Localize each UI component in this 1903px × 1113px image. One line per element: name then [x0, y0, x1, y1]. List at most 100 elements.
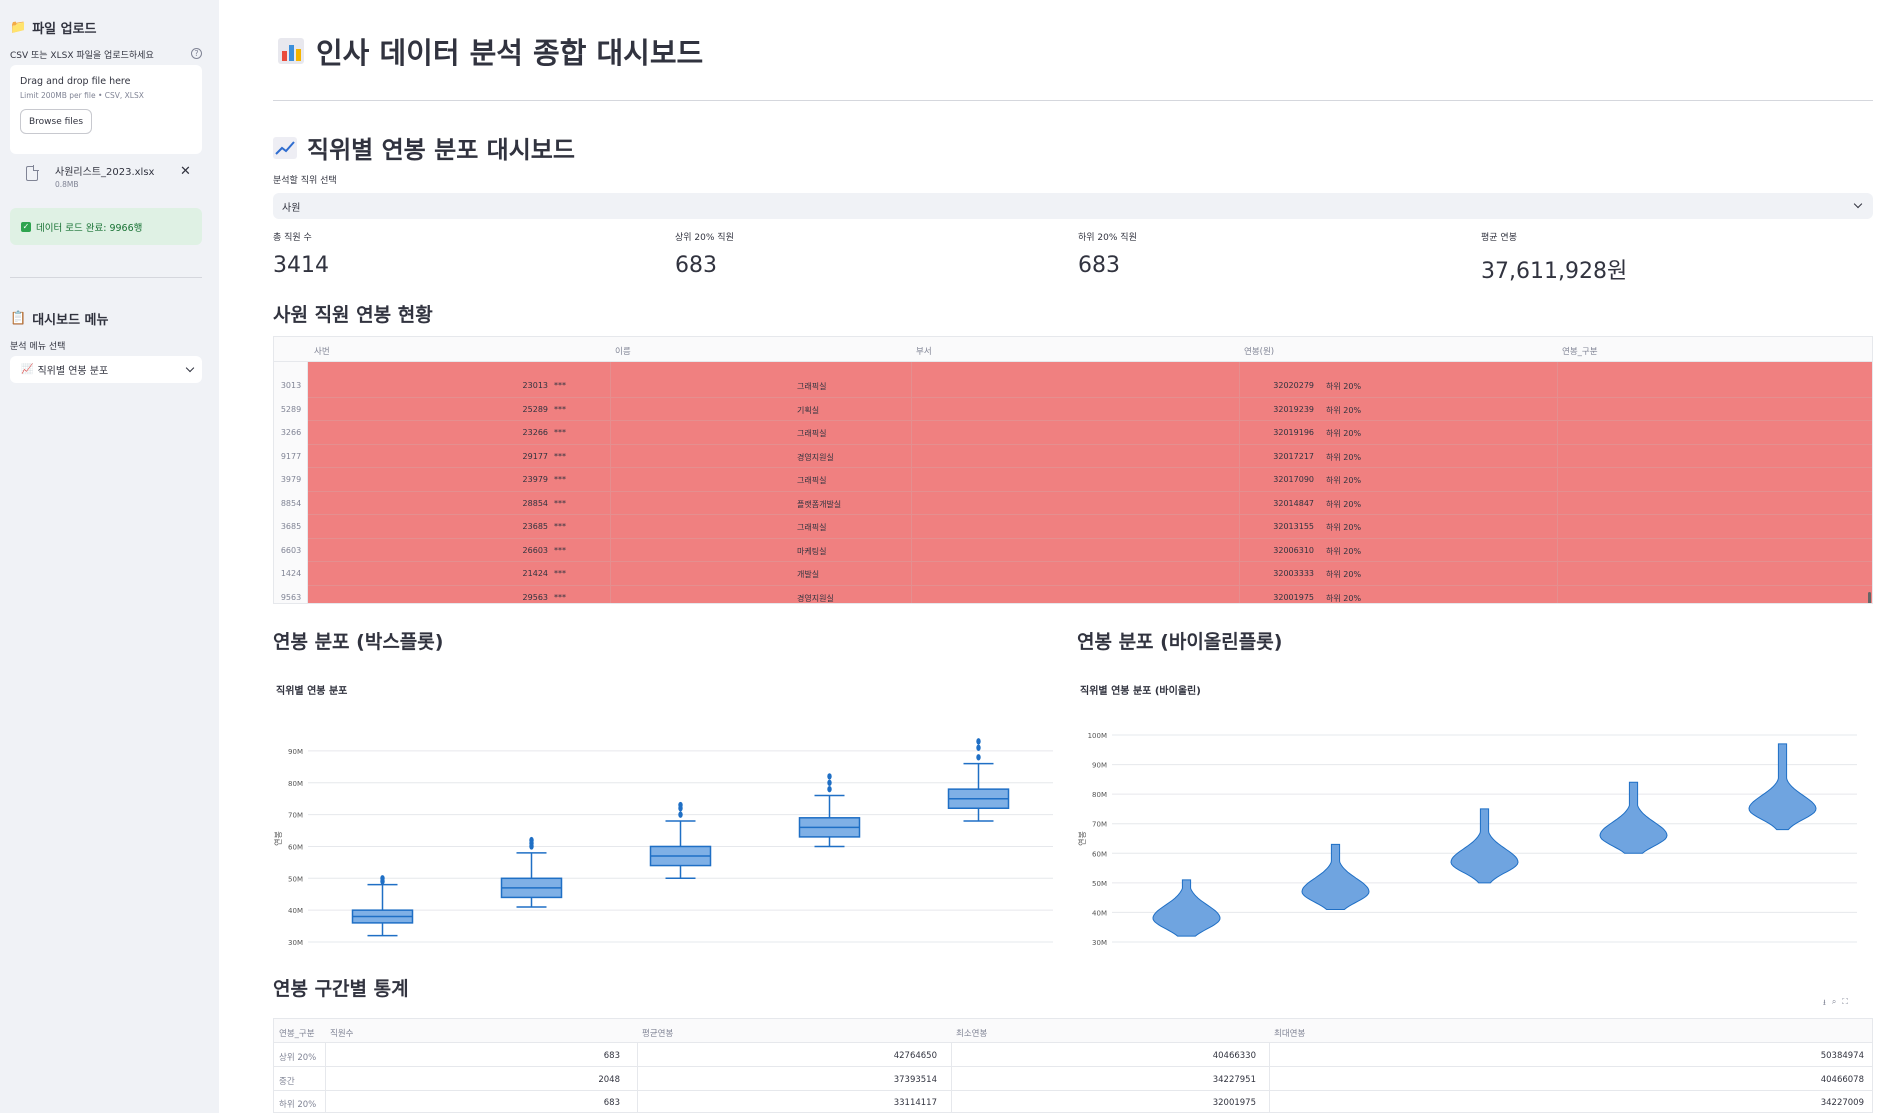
column-header[interactable]: 최대연봉	[1274, 1029, 1306, 1039]
menu-select[interactable]: 📈 직위별 연봉 분포	[10, 356, 202, 383]
cell-dept: 플랫폼개발실	[797, 499, 842, 509]
cell-group: 하위 20%	[1326, 382, 1362, 391]
column-header[interactable]: 연봉_구분	[279, 1029, 315, 1039]
chart-icon: 📈	[21, 364, 34, 375]
check-icon: ✓	[21, 221, 31, 232]
column-divider	[1557, 362, 1558, 603]
table-row[interactable]: 8854 28854 *** 플랫폼개발실 32014847 하위 20%	[274, 492, 1872, 515]
stats-header: 연봉_구분 직원수 평균연봉 최소연봉 최대연봉	[274, 1019, 1872, 1043]
scrollbar[interactable]	[1868, 592, 1871, 603]
download-icon[interactable]: ⭳	[1823, 998, 1826, 1007]
upload-header-text: 파일 업로드	[32, 22, 97, 37]
cell-id: 26603	[522, 545, 548, 555]
fullscreen-icon[interactable]: ⛶	[1842, 997, 1848, 1006]
table-row[interactable]: 9563 29563 *** 경영지원실 32001975 하위 20%	[274, 586, 1872, 604]
column-header[interactable]: 연봉_구분	[1562, 347, 1598, 357]
metric-label: 상위 20% 직원	[675, 233, 734, 243]
table-row[interactable]: 9177 29177 *** 경영지원실 32017217 하위 20%	[274, 445, 1872, 468]
column-header[interactable]: 연봉(원)	[1244, 347, 1275, 357]
cell-salary: 32020279	[1273, 381, 1314, 390]
menu-header-text: 대시보드 메뉴	[32, 313, 109, 328]
section-title: 직위별 연봉 분포 대시보드	[273, 130, 575, 165]
metric-value: 683	[675, 253, 717, 278]
y-tick-label: 60M	[288, 843, 303, 851]
stats-title: 연봉 구간별 통계	[273, 978, 409, 1000]
violin-chart-svg: 30M40M50M60M70M80M90M100M사원대리과장차장부장직위연봉	[1078, 732, 1857, 974]
cell-group: 하위 20%	[1326, 570, 1362, 579]
salary-table[interactable]: 사번 이름 부서 연봉(원) 연봉_구분 3013 23013 *** 그래픽실 320…	[273, 336, 1873, 604]
row-index: 8854	[280, 498, 302, 508]
divider	[273, 100, 1873, 101]
table-row[interactable]: 1424 21424 *** 개발실 32003333 하위 20%	[274, 562, 1872, 586]
outlier-point	[529, 836, 534, 844]
cell-group: 하위 20%	[1326, 593, 1362, 603]
metric-avg-salary: 평균 연봉 37,611,928원	[1481, 230, 1627, 285]
outlier-point	[976, 744, 981, 751]
row-index: 9563	[280, 592, 302, 602]
column-divider	[911, 362, 912, 603]
cell-salary: 32014847	[1273, 498, 1314, 508]
table-row[interactable]: 3266 23266 *** 그래픽실 32019196 하위 20%	[274, 421, 1872, 445]
cell-salary: 32019239	[1273, 404, 1314, 414]
table-row[interactable]: 상위 20% 683 42764650 40466330 50384974	[274, 1043, 1872, 1067]
cell-salary: 32013155	[1273, 522, 1314, 531]
table-row[interactable]: 3979 23979 *** 그래픽실 32017090 하위 20%	[274, 468, 1872, 492]
y-tick-label: 50M	[1092, 880, 1107, 888]
table-row[interactable]: 하위 20% 683 33114117 32001975 34227009	[274, 1090, 1872, 1113]
cell-max: 50384974	[1820, 1051, 1864, 1061]
cell-mean: 37393514	[893, 1074, 937, 1085]
row-divider	[308, 467, 1872, 468]
cell-id: 23685	[522, 522, 548, 531]
cell-group: 하위 20%	[1326, 452, 1362, 462]
box-chart[interactable]: 직위별 연봉 분포 30M40M50M60M70M80M90M사원대리과장차장부…	[273, 670, 1073, 974]
search-icon[interactable]: ⌕	[1831, 997, 1837, 1006]
violin-shape	[1599, 781, 1668, 854]
chevron-down-icon	[185, 363, 195, 373]
row-divider	[308, 584, 1872, 586]
section-title-text: 직위별 연봉 분포 대시보드	[307, 136, 575, 164]
column-header[interactable]: 이름	[615, 347, 631, 357]
cell-id: 29563	[522, 592, 548, 602]
y-tick-label: 80M	[288, 780, 303, 788]
box-chart-svg: 30M40M50M60M70M80M90M사원대리과장차장부장직위연봉	[274, 738, 1053, 974]
y-tick-label: 30M	[1092, 939, 1107, 947]
column-header[interactable]: 사번	[314, 347, 330, 357]
cell-dept: 경영지원실	[797, 452, 834, 462]
outlier-point	[827, 779, 832, 786]
clipboard-icon: 📋	[10, 311, 27, 326]
table-title: 사원 직원 연봉 현황	[273, 304, 433, 326]
cell-min: 32001975	[1212, 1098, 1256, 1108]
stats-table[interactable]: 연봉_구분 직원수 평균연봉 최소연봉 최대연봉 상위 20% 683 427646…	[273, 1018, 1873, 1113]
column-header[interactable]: 평균연봉	[642, 1029, 674, 1039]
table-body	[308, 362, 1872, 603]
column-header[interactable]: 직원수	[330, 1029, 354, 1039]
violin-chart[interactable]: 직위별 연봉 분포 (바이올린) 30M 40M 50M 60M 70M 80M 90M 10…	[1077, 670, 1873, 974]
column-header[interactable]: 부서	[916, 347, 932, 357]
file-dropzone[interactable]: Drag and drop file here Limit 200MB per …	[10, 65, 202, 154]
outlier-point	[380, 875, 385, 882]
main-content: 인사 데이터 분석 종합 대시보드 직위별 연봉 분포 대시보드 분석할 직위 …	[273, 0, 1873, 1113]
metric-top20: 상위 20% 직원 683	[675, 230, 734, 278]
column-divider	[610, 362, 611, 603]
row-index: 1424	[280, 569, 302, 578]
cell-group: 하위 20%	[1326, 499, 1362, 509]
cell-name: ***	[554, 545, 566, 555]
table-row[interactable]: 중간 2048 37393514 34227951 40466078	[274, 1067, 1872, 1091]
table-row[interactable]: 6603 26603 *** 마케팅실 32006310 하위 20%	[274, 539, 1872, 562]
cell-salary: 32001975	[1273, 592, 1314, 602]
violin-shape	[1450, 808, 1519, 884]
violin-shape	[1748, 743, 1817, 831]
position-select[interactable]: 사원	[273, 193, 1873, 219]
table-row[interactable]: 5289 25289 *** 기획실 32019239 하위 20%	[274, 398, 1872, 421]
table-row[interactable]: 3685 23685 *** 그래픽실 32013155 하위 20%	[274, 515, 1872, 539]
table-row[interactable]: 3013 23013 *** 그래픽실 32020279 하위 20%	[274, 374, 1872, 398]
cell-group: 하위 20%	[1326, 429, 1362, 438]
position-label: 분석할 직위 선택	[273, 176, 337, 186]
y-tick-label: 40M	[288, 907, 303, 915]
close-icon[interactable]: ✕	[180, 164, 191, 179]
help-icon[interactable]: ?	[191, 48, 202, 59]
column-header[interactable]: 최소연봉	[956, 1029, 988, 1039]
outlier-point	[678, 811, 683, 818]
browse-files-button[interactable]: Browse files	[20, 109, 92, 134]
dropzone-limit: Limit 200MB per file • CSV, XLSX	[20, 91, 144, 100]
